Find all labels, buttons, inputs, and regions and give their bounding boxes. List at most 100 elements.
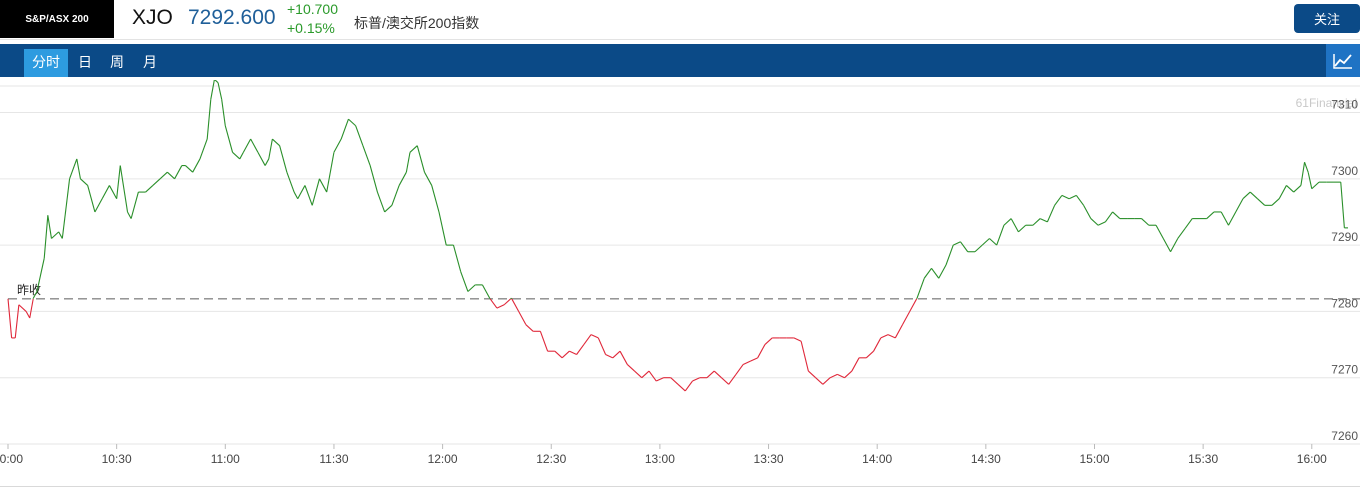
price-segment xyxy=(989,238,998,246)
price-segment xyxy=(217,82,223,100)
price-segment xyxy=(362,145,371,166)
price-segment xyxy=(94,198,103,213)
price-segment xyxy=(145,185,154,193)
price-segment xyxy=(1206,211,1215,219)
price-segment xyxy=(438,211,447,246)
x-tick-label: 11:00 xyxy=(211,452,240,466)
price-segment xyxy=(626,364,635,372)
grid-lines xyxy=(0,85,1360,445)
x-tick-label: 15:30 xyxy=(1188,452,1218,466)
price-segment xyxy=(1104,211,1114,223)
price-segment xyxy=(873,337,882,352)
ticker-symbol: XJO xyxy=(132,6,173,29)
x-tick-label: 10:30 xyxy=(102,452,132,466)
tab-day[interactable]: 日 xyxy=(78,55,92,71)
price-segment xyxy=(750,357,758,362)
y-tick-label: 7270 xyxy=(1331,363,1358,377)
price-segment xyxy=(793,337,802,342)
price-segment xyxy=(304,185,313,206)
price-segment xyxy=(1242,191,1251,200)
price-segment xyxy=(728,374,737,385)
price-segment xyxy=(293,191,299,199)
y-tick-label: 7290 xyxy=(1331,230,1358,244)
price-segment xyxy=(539,331,549,352)
y-tick-label: 7280 xyxy=(1331,296,1358,310)
x-tick-label: 14:00 xyxy=(862,452,892,466)
price-segment xyxy=(996,225,1005,246)
price-segment xyxy=(467,284,476,292)
price-segment xyxy=(69,158,78,180)
period-tabbar: 分时 日 周 月 xyxy=(0,44,1360,77)
price-segment xyxy=(742,360,751,365)
y-tick-label: 7300 xyxy=(1331,164,1358,178)
price-segment xyxy=(1220,211,1229,226)
price-segment xyxy=(938,264,947,279)
price-segment xyxy=(525,324,534,332)
price-segment xyxy=(648,370,657,382)
price-segment xyxy=(250,138,259,153)
price-segment xyxy=(634,370,643,379)
watermark: 61Financial xyxy=(1295,96,1357,110)
price-change: +10.700 xyxy=(287,1,338,17)
price-segment xyxy=(1340,182,1345,228)
x-tick-label: 12:00 xyxy=(428,452,458,466)
y-tick-label: 7310 xyxy=(1331,98,1358,112)
prev-close-reference: 昨收 xyxy=(8,283,1360,300)
intraday-chart: 7260 7270 7280 7290 7300 7310 10:00 10:30 11:00… xyxy=(0,80,1360,466)
price-segment xyxy=(239,152,244,160)
price-segment xyxy=(757,344,766,359)
bottom-divider xyxy=(0,486,1360,487)
price-segment xyxy=(656,377,664,382)
price-segment xyxy=(677,383,686,392)
price-segment xyxy=(116,165,121,199)
price-segment xyxy=(1075,195,1085,206)
price-segment xyxy=(590,334,599,339)
price-segment xyxy=(14,304,20,338)
price-segment xyxy=(1177,228,1186,239)
price-change-percent: +0.15% xyxy=(287,20,335,36)
price-segment xyxy=(405,152,411,173)
price-segment xyxy=(210,80,215,100)
price-segment xyxy=(1307,172,1313,189)
price-segment xyxy=(706,370,715,379)
price-segment xyxy=(1235,198,1244,213)
price-segment xyxy=(1300,162,1306,186)
price-segment xyxy=(822,377,831,385)
price-segment xyxy=(224,125,234,153)
price-segment xyxy=(206,99,212,140)
price-segment xyxy=(851,357,860,372)
price-segment xyxy=(159,171,168,180)
price-segment xyxy=(398,171,407,186)
header-divider xyxy=(0,39,1360,40)
price-segment xyxy=(130,191,139,219)
chart-type-toggle[interactable] xyxy=(1326,44,1360,77)
price-segment xyxy=(518,311,527,325)
y-axis: 7260 7270 7280 7290 7300 7310 xyxy=(1331,98,1358,443)
price-segment xyxy=(1286,185,1295,193)
price-segment xyxy=(452,244,462,272)
price-segment xyxy=(670,377,679,385)
tab-intraday[interactable]: 分时 xyxy=(24,49,68,77)
price-segment xyxy=(808,370,816,379)
price-segment xyxy=(1228,211,1237,226)
price-segment xyxy=(619,350,628,365)
line-chart-icon xyxy=(1333,53,1352,69)
tab-month[interactable]: 月 xyxy=(143,55,157,71)
price-segment xyxy=(391,185,400,206)
follow-button[interactable]: 关注 xyxy=(1294,4,1360,33)
price-segment xyxy=(1112,211,1121,219)
price-segment xyxy=(101,185,110,199)
price-segment xyxy=(902,311,911,325)
price-segment xyxy=(7,298,13,338)
price-segment xyxy=(953,241,961,246)
tab-week[interactable]: 周 xyxy=(110,55,124,71)
price-segment xyxy=(496,304,505,309)
price-segment xyxy=(311,178,320,206)
y-tick-label: 7260 xyxy=(1331,429,1358,443)
price-segment xyxy=(119,165,129,213)
price-segment xyxy=(268,138,273,160)
quote-header: S&P/ASX 200 XJO 7292.600 +10.700 +0.15% … xyxy=(0,0,1360,40)
price-segment xyxy=(340,118,349,140)
price-segment xyxy=(1278,185,1287,199)
price-segment xyxy=(605,353,614,359)
